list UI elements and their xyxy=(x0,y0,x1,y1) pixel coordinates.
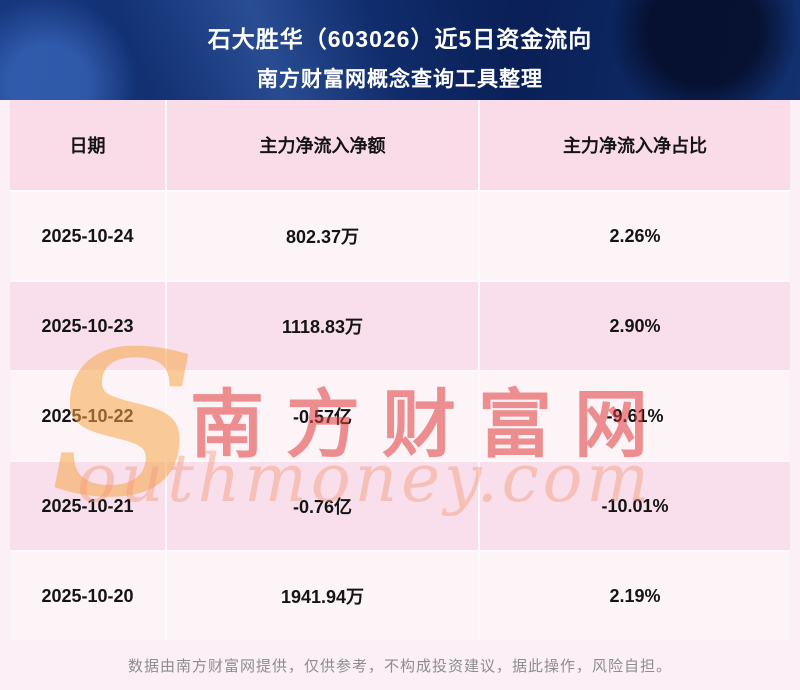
banner: 石大胜华（603026）近5日资金流向 南方财富网概念查询工具整理 xyxy=(0,0,800,100)
cell-date: 2025-10-24 xyxy=(41,225,134,246)
column-header-date: 日期 xyxy=(69,136,106,156)
column-header-ratio: 主力净流入净占比 xyxy=(563,136,707,156)
column-header-amount: 主力净流入净额 xyxy=(165,100,480,190)
cell-date: 2025-10-20 xyxy=(41,585,134,606)
cell-ratio: -9.61% xyxy=(606,405,664,426)
cell-amount: 1118.83万 xyxy=(165,282,480,370)
cell-amount: 802.37万 xyxy=(165,192,480,280)
footer-disclaimer: 数据由南方财富网提供，仅供参考，不构成投资建议，据此操作，风险自担。 xyxy=(127,657,672,675)
cell-ratio: 2.90% xyxy=(609,315,661,336)
cell-ratio: -10.01% xyxy=(601,495,669,516)
table-row: 2025-10-24 802.37万 2.26% xyxy=(10,190,790,280)
table-row: 2025-10-20 1941.94万 2.19% xyxy=(10,550,790,640)
page-title: 石大胜华（603026）近5日资金流向 xyxy=(207,26,593,52)
table-row: 2025-10-23 1118.83万 2.90% xyxy=(10,280,790,370)
cell-date: 2025-10-22 xyxy=(41,405,134,426)
table-header-row: 日期 主力净流入净额 主力净流入净占比 xyxy=(10,100,790,190)
table-row: 2025-10-22 -0.57亿 -9.61% xyxy=(10,370,790,460)
cell-amount: 1941.94万 xyxy=(165,552,480,640)
cell-amount: -0.57亿 xyxy=(165,372,480,460)
cell-date: 2025-10-21 xyxy=(41,495,134,516)
table-row: 2025-10-21 -0.76亿 -10.01% xyxy=(10,460,790,550)
cell-ratio: 2.26% xyxy=(609,225,661,246)
cell-amount: -0.76亿 xyxy=(165,462,480,550)
cell-ratio: 2.19% xyxy=(609,585,661,606)
cell-date: 2025-10-23 xyxy=(41,315,134,336)
fund-flow-table: 日期 主力净流入净额 主力净流入净占比 2025-10-24 802.37万 2… xyxy=(10,100,790,640)
page-subtitle: 南方财富网概念查询工具整理 xyxy=(257,68,543,91)
